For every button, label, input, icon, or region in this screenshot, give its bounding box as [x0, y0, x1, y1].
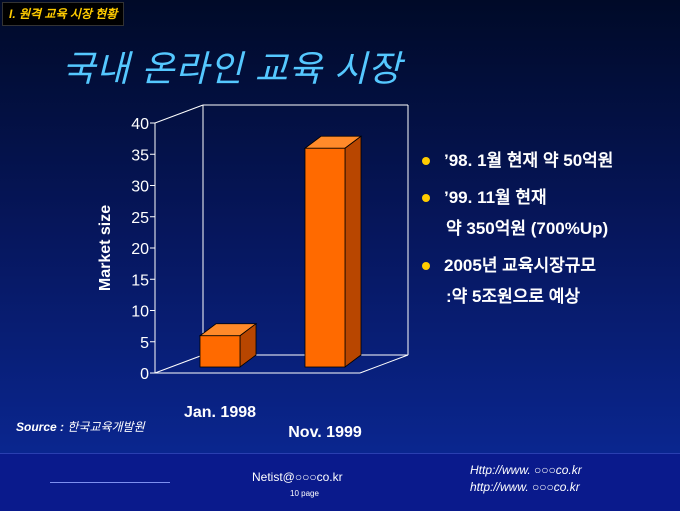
y-tick-label: 10	[131, 304, 149, 321]
x-tick-label: Jan. 1998	[184, 404, 256, 421]
y-tick-label: 25	[131, 210, 149, 227]
floor-right-edge	[359, 354, 409, 374]
source-value: 한국교육개발원	[67, 420, 145, 434]
bullet-icon	[422, 194, 430, 202]
bullet-text: ’99. 11월 현재	[444, 188, 547, 207]
y-tick-label: 15	[131, 272, 149, 289]
footer-divider	[50, 482, 170, 483]
floor-left-edge	[154, 354, 204, 374]
bullet-icon	[422, 262, 430, 270]
bullet-continuation: :약 5조원으로 예상	[420, 284, 613, 310]
bullet-text: 2005년 교육시장규모	[444, 256, 597, 275]
bullet-text: 약 350억원 (700%Up)	[446, 219, 609, 238]
bullet-text: :약 5조원으로 예상	[446, 287, 581, 306]
y-tick-label: 30	[131, 179, 149, 196]
footer-url-2[interactable]: http://www. ○○○co.kr	[470, 480, 580, 494]
y-tick-label: 40	[131, 116, 149, 133]
y-tick-label: 5	[140, 335, 149, 352]
bullet-text: ’98. 1월 현재 약 50억원	[444, 151, 614, 170]
bar	[304, 147, 346, 368]
x-tick-label: Nov. 1999	[288, 424, 362, 441]
bar-side	[344, 135, 362, 368]
y-tick-label: 35	[131, 147, 149, 164]
side-wall-top	[154, 104, 204, 124]
bar	[199, 335, 241, 368]
bullet-continuation: 약 350억원 (700%Up)	[420, 216, 613, 242]
page-number: 10 page	[290, 489, 319, 498]
bullet-item: ’98. 1월 현재 약 50억원	[420, 148, 613, 174]
y-tick-label: 20	[131, 241, 149, 258]
slide-title: 국내 온라인 교육 시장	[62, 48, 403, 89]
bullet-item: 2005년 교육시장규모	[420, 253, 613, 279]
bar-chart: 0 5 10 15 20 25 30 35 40 Market size Jan. 1998 Nov.…	[97, 104, 409, 441]
footer-email[interactable]: Netist@○○○co.kr	[252, 470, 343, 484]
y-tick-label: 0	[140, 366, 149, 383]
source-label: Source :	[16, 420, 65, 434]
y-axis-title: Market size	[97, 205, 114, 291]
footer: Netist@○○○co.kr 10 page Http://www. ○○○c…	[0, 453, 680, 511]
bullet-list: ’98. 1월 현재 약 50억원 ’99. 11월 현재 약 350억원 (7…	[420, 148, 613, 321]
section-tag: I. 원격 교육 시장 현황	[2, 2, 125, 26]
source-note: Source : 한국교육개발원	[16, 418, 145, 435]
bullet-icon	[422, 157, 430, 165]
footer-url-1[interactable]: Http://www. ○○○co.kr	[470, 463, 582, 477]
bullet-item: ’99. 11월 현재	[420, 185, 613, 211]
